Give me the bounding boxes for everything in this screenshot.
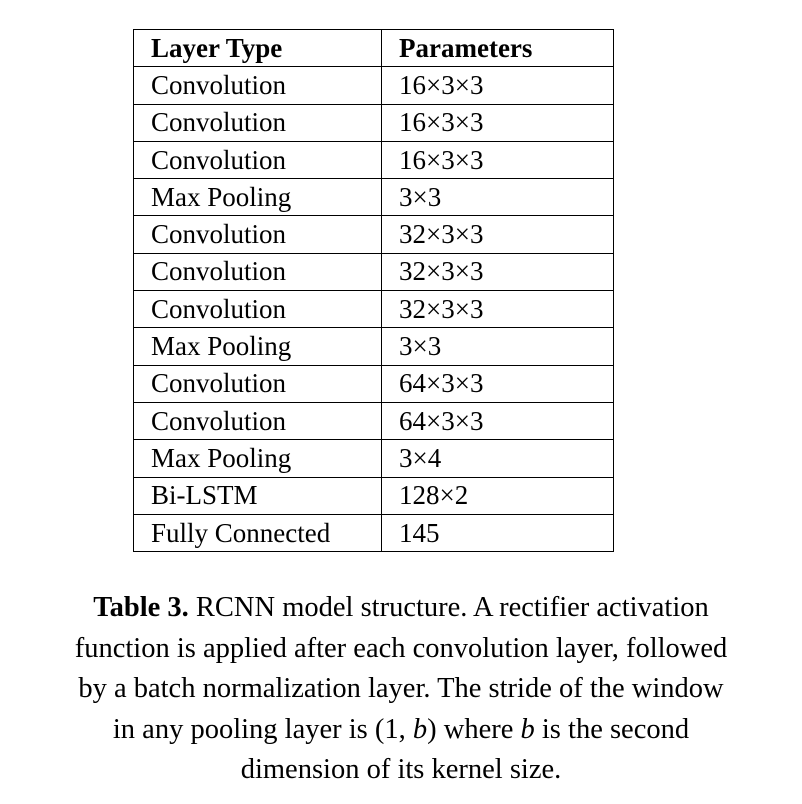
cell-parameters: 16×3×3	[381, 140, 614, 180]
cell-layer-type: Max Pooling	[133, 327, 382, 366]
cell-parameters: 16×3×3	[381, 103, 614, 142]
cell-layer-type: Max Pooling	[133, 439, 382, 478]
caption-label: Table 3.	[93, 592, 189, 623]
cell-layer-type: Convolution	[133, 66, 382, 105]
model-structure-table: Layer Type Parameters Convolution 16×3×3 C…	[133, 28, 614, 553]
cell-parameters: 64×3×3	[381, 401, 614, 441]
table-row: Max Pooling 3×3	[133, 178, 614, 217]
table-row: Fully Connected 145	[133, 513, 614, 553]
caption-line-4-mid: where	[436, 713, 521, 745]
table-row: Convolution 64×3×3	[133, 401, 614, 441]
cell-layer-type: Max Pooling	[133, 178, 382, 217]
table-row: Convolution 16×3×3	[133, 140, 614, 180]
table-row: Convolution 32×3×3	[133, 252, 614, 292]
variable-b: b	[520, 713, 535, 745]
cell-parameters: 32×3×3	[381, 290, 614, 329]
cell-layer-type: Convolution	[133, 215, 382, 254]
caption-line-3: by a batch normalization layer. The stri…	[78, 673, 724, 704]
caption-line-4-start: in any pooling layer is	[112, 713, 375, 745]
stride-variable-b: b	[412, 713, 428, 745]
cell-parameters: 32×3×3	[381, 215, 614, 254]
cell-parameters: 32×3×3	[381, 252, 614, 292]
table-row: Convolution 32×3×3	[133, 215, 614, 254]
cell-parameters: 3×3	[381, 327, 614, 366]
table-caption: Table 3. RCNN model structure. A rectifi…	[0, 588, 802, 791]
cell-parameters: 3×3	[381, 178, 614, 217]
table-row: Convolution 16×3×3	[133, 66, 614, 105]
table-row: Bi-LSTM 128×2	[133, 476, 614, 515]
table-row: Convolution 64×3×3	[133, 364, 614, 403]
cell-parameters: 128×2	[381, 476, 614, 515]
caption-line-5: dimension of its kernel size.	[240, 754, 562, 785]
cell-parameters: 64×3×3	[381, 364, 614, 403]
stride-math: (1, b)	[374, 713, 437, 745]
header-parameters: Parameters	[381, 28, 614, 68]
cell-layer-type: Convolution	[133, 401, 382, 441]
cell-layer-type: Convolution	[133, 140, 382, 180]
cell-layer-type: Convolution	[133, 290, 382, 329]
cell-layer-type: Fully Connected	[133, 513, 382, 553]
table-row: Max Pooling 3×3	[133, 327, 614, 366]
caption-line-1: RCNN model structure. A rectifier activa…	[188, 592, 709, 623]
caption-line-2: function is applied after each convoluti…	[74, 632, 728, 664]
table-body: Convolution 16×3×3 Convolution 16×3×3 Convol…	[133, 66, 614, 553]
table-row: Convolution 32×3×3	[133, 290, 614, 329]
cell-layer-type: Bi-LSTM	[133, 476, 382, 515]
cell-layer-type: Convolution	[133, 252, 382, 292]
cell-parameters: 3×4	[381, 439, 614, 478]
cell-parameters: 145	[381, 513, 614, 553]
table-header-row: Layer Type Parameters	[133, 28, 614, 68]
cell-parameters: 16×3×3	[381, 66, 614, 105]
table-row: Convolution 16×3×3	[133, 103, 614, 142]
cell-layer-type: Convolution	[133, 103, 382, 142]
cell-layer-type: Convolution	[133, 364, 382, 403]
header-layer-type: Layer Type	[133, 28, 382, 68]
caption-line-4-end: is the second	[534, 713, 690, 745]
table-row: Max Pooling 3×4	[133, 439, 614, 478]
